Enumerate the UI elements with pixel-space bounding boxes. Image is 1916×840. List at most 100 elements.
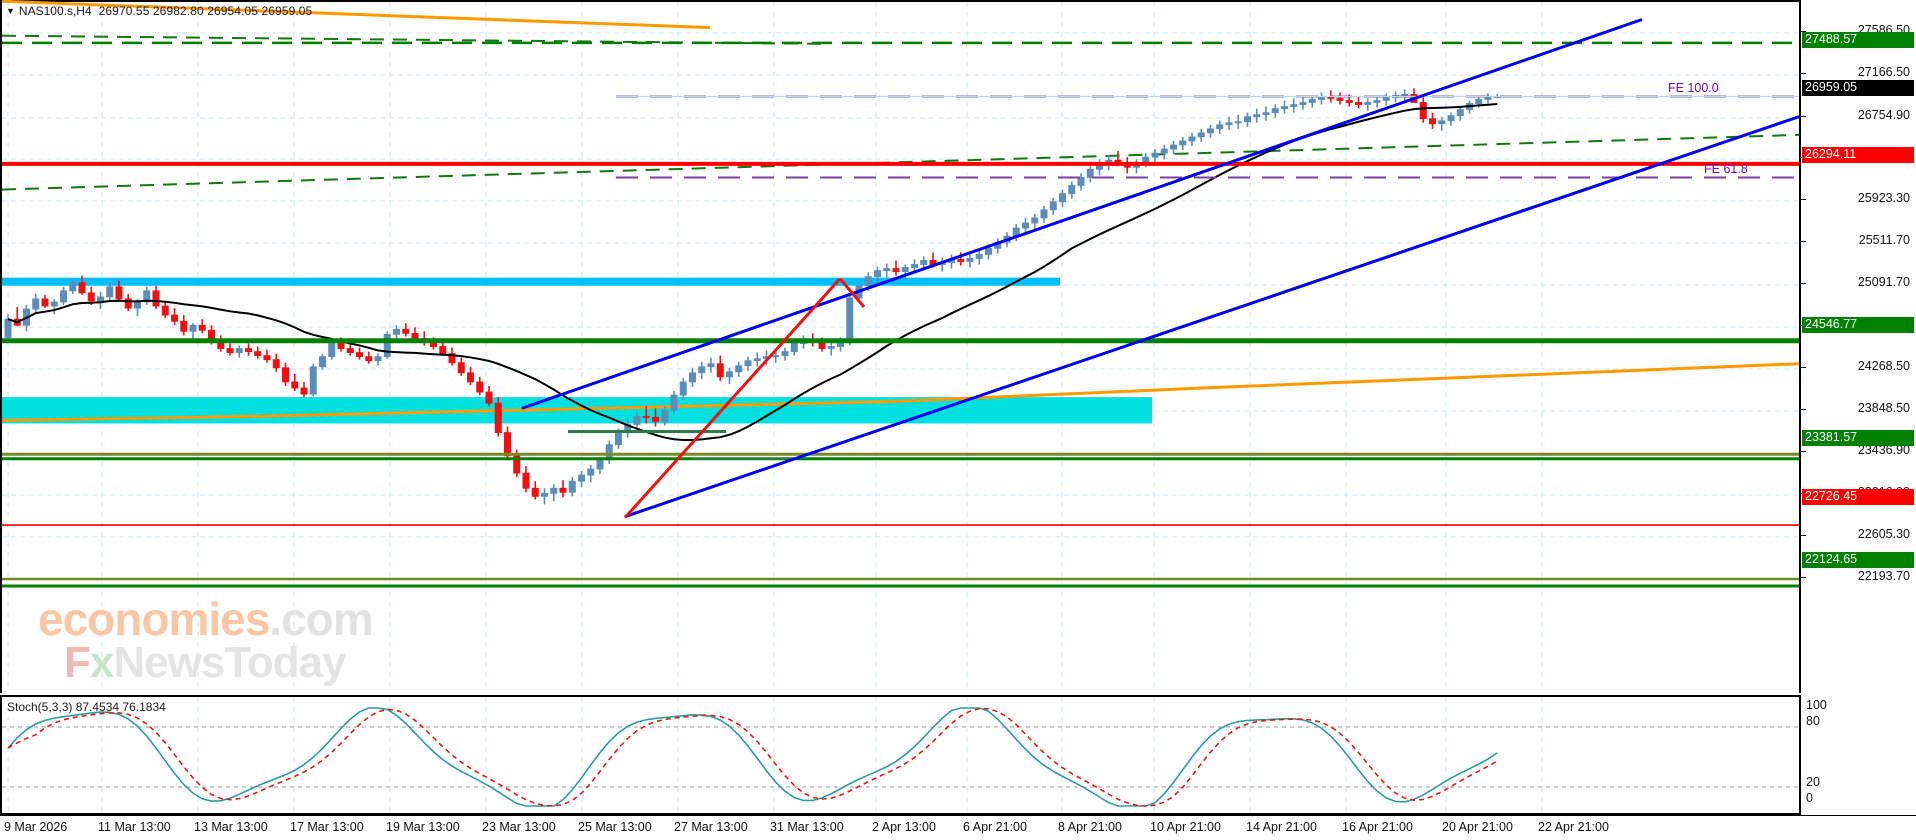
price-tick-mark [1801,199,1806,200]
candle-body [300,387,308,395]
candle-body [726,371,734,378]
price-highlight-green[interactable]: 22124.65 [1802,552,1914,569]
time-axis-label: 31 Mar 13:00 [770,820,844,834]
price-tick-mark [1801,451,1806,452]
blue-channel-upper [521,18,1643,410]
candle-body [152,290,160,307]
candle-body [1142,156,1150,163]
price-highlight-green[interactable]: 23381.57 [1802,430,1914,447]
time-axis-label: 27 Mar 13:00 [674,820,748,834]
candle-body [161,305,169,316]
candle-body [60,290,68,303]
candle-body [541,492,549,497]
candle-body [235,348,243,353]
time-axis-label: 25 Mar 13:00 [578,820,652,834]
stochastic-axis: 100 80 20 0 [1801,695,1916,815]
candle-body [985,247,993,255]
candle-body [4,318,12,338]
candle-body [1308,99,1316,103]
candle-body [392,328,400,335]
time-axis-label: 9 Mar 2026 [4,820,68,834]
candle-body [318,356,326,368]
candle-body [50,301,58,307]
time-axis-label: 22 Apr 21:00 [1538,820,1609,834]
candle-body [1040,209,1048,219]
price-levels [2,41,1799,588]
stoch-k-line [7,707,1498,807]
candle-body [309,366,317,395]
price-chart-panel[interactable]: ▼ NAS100.s,H4 26970.55 26982.80 26954.05 2… [0,0,1801,693]
time-axis-label: 23 Mar 13:00 [482,820,556,834]
price-highlight-green[interactable]: 24546.77 [1802,317,1914,334]
stochastic-indicator-panel[interactable]: Stoch(5,3,3) 87.4534 76.1834 [0,695,1801,815]
stoch-tick-label: 0 [1806,791,1813,805]
candle-body [642,415,650,418]
time-axis-label: 14 Apr 21:00 [1246,820,1317,834]
candle-body [670,394,678,411]
candle-body [1456,109,1464,117]
candle-body [143,290,151,303]
symbol-label: NAS100.s,H4 [18,4,92,18]
candle-body [707,363,715,368]
candle-body [411,332,419,339]
candle-body [689,372,697,383]
price-grid [2,2,1799,691]
candle-body [901,267,909,272]
stoch-tick-label: 100 [1806,698,1827,712]
trendlines [521,18,1800,519]
resistance-band-25120 [2,277,1060,286]
candle-body [1262,112,1270,116]
price-tick-label: 25923.30 [1857,191,1910,205]
candle-body [1244,116,1252,123]
candle-body [485,391,493,404]
price-axis[interactable]: 27586.5027166.5026754.9026343.3025923.30… [1801,0,1916,693]
price-highlight-green[interactable]: 27488.57 [1802,32,1914,49]
price-tick-mark [1801,31,1806,32]
candle-body [69,282,77,292]
moving-average-line [7,103,1498,441]
candle-body [1234,121,1242,124]
candle-body [106,286,114,298]
price-tick-mark [1801,241,1806,242]
candle-body [1059,193,1067,203]
candle-body [374,356,382,362]
price-tick-label: 26754.90 [1857,108,1910,122]
candle-body [1068,185,1076,195]
candle-body [189,324,197,332]
candle-body [1281,106,1289,109]
time-axis[interactable]: 9 Mar 2026 11 Mar 13:00 13 Mar 13:00 17 Mar… [0,815,1916,840]
candle-body [291,381,299,389]
candle-body [975,253,983,259]
candle-body [818,342,826,349]
candle-body [679,381,687,396]
candle-body [1336,98,1344,101]
price-highlight-red[interactable]: 26294.11 [1802,147,1914,164]
price-highlight-red[interactable]: 22726.45 [1802,489,1914,506]
candle-body [1197,132,1205,138]
price-tick-label: 23848.50 [1857,401,1910,415]
candle-body [578,474,586,482]
price-highlight-black[interactable]: 26959.05 [1802,80,1914,97]
orange-trend-lower [1,362,1800,422]
candle-body [337,343,345,349]
candle-body [1373,100,1381,103]
candle-body [846,297,854,342]
candle-body [1188,136,1196,142]
candle-body [1225,122,1233,126]
candle-body [735,365,743,373]
candle-body [254,351,262,357]
candle-body [587,468,595,476]
candle-body [1290,104,1298,107]
candle-body [633,415,641,425]
candle-body [244,348,252,352]
candle-body [772,355,780,358]
candle-body [615,432,623,446]
candle-body [263,355,271,361]
candle-body [466,372,474,383]
candle-body [698,366,706,374]
candle-body [198,324,206,331]
candle-body [744,360,752,367]
candle-body [272,359,280,369]
red-impulse-pullback [838,277,866,308]
chevron-down-icon[interactable]: ▼ [6,6,15,16]
